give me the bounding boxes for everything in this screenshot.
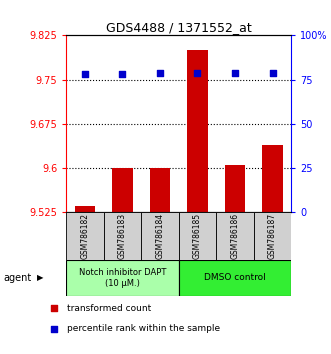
FancyBboxPatch shape	[104, 212, 141, 260]
Bar	[112, 168, 133, 212]
FancyBboxPatch shape	[179, 212, 216, 260]
Point	[157, 70, 163, 75]
Text: GSM786185: GSM786185	[193, 213, 202, 259]
FancyBboxPatch shape	[254, 212, 291, 260]
Text: ▶: ▶	[36, 273, 43, 282]
FancyBboxPatch shape	[216, 212, 254, 260]
Point	[52, 326, 57, 332]
Point	[120, 72, 125, 77]
Text: DMSO control: DMSO control	[204, 273, 266, 282]
Text: transformed count: transformed count	[67, 304, 151, 313]
FancyBboxPatch shape	[66, 260, 179, 296]
Bar	[262, 144, 283, 212]
Title: GDS4488 / 1371552_at: GDS4488 / 1371552_at	[106, 21, 252, 34]
FancyBboxPatch shape	[179, 260, 291, 296]
Text: GSM786186: GSM786186	[230, 213, 240, 259]
Bar	[225, 165, 245, 212]
Text: Notch inhibitor DAPT
(10 μM.): Notch inhibitor DAPT (10 μM.)	[79, 268, 166, 287]
Bar	[187, 50, 208, 212]
Point	[82, 72, 88, 77]
Point	[195, 70, 200, 75]
Text: GSM786187: GSM786187	[268, 213, 277, 259]
Point	[52, 306, 57, 311]
Text: GSM786182: GSM786182	[80, 213, 89, 259]
Bar	[75, 206, 95, 212]
Text: GSM786184: GSM786184	[156, 213, 165, 259]
Text: GSM786183: GSM786183	[118, 213, 127, 259]
Point	[232, 70, 238, 75]
Point	[270, 70, 275, 75]
Text: percentile rank within the sample: percentile rank within the sample	[67, 324, 220, 333]
Text: agent: agent	[3, 273, 31, 283]
Bar	[150, 168, 170, 212]
FancyBboxPatch shape	[66, 212, 104, 260]
FancyBboxPatch shape	[141, 212, 179, 260]
